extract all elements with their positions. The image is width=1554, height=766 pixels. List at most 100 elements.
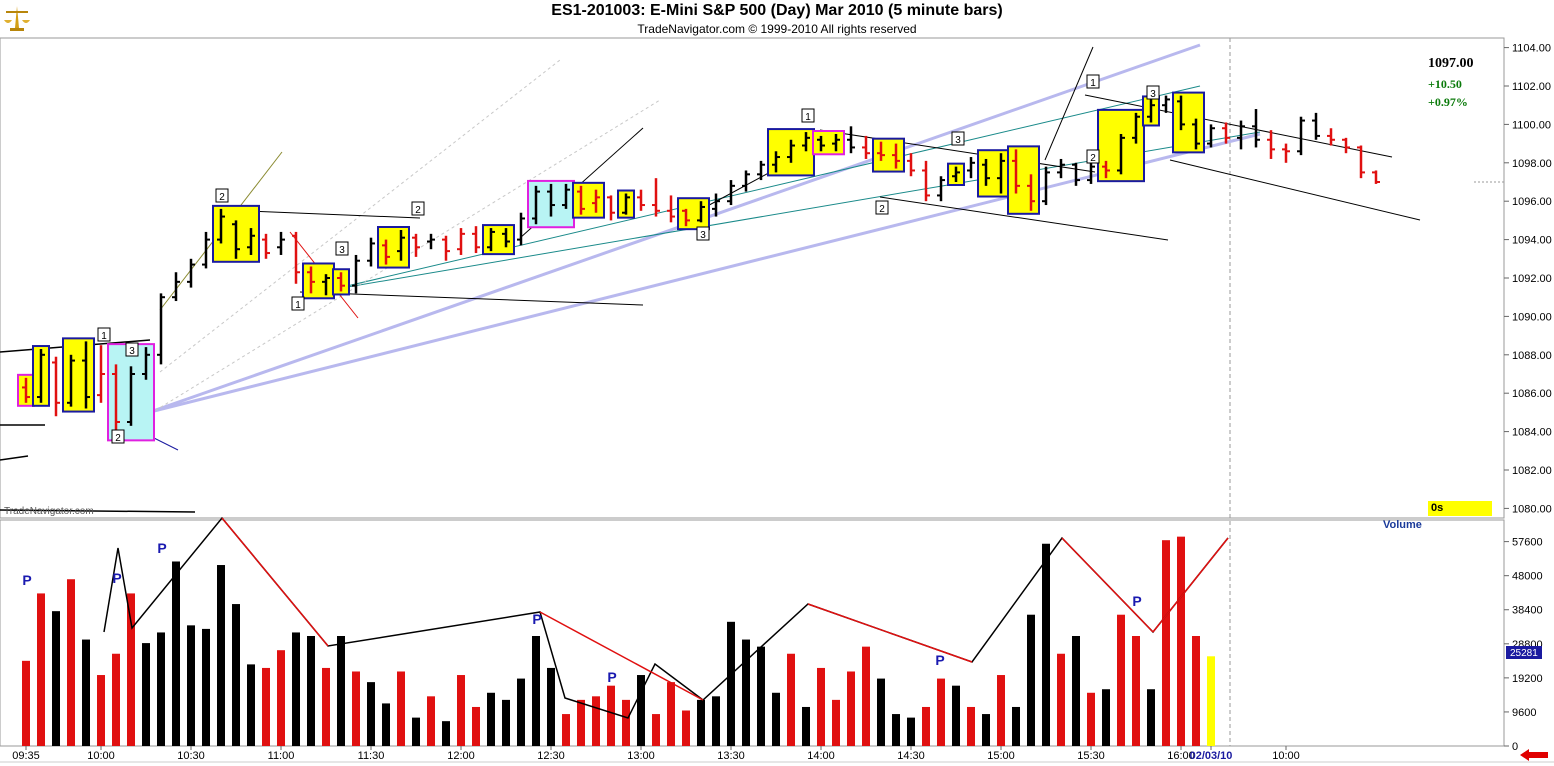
- scales-logo-icon[interactable]: [2, 2, 32, 32]
- price-tick-label: 1094.00: [1512, 235, 1552, 247]
- volume-bar: [217, 565, 225, 746]
- swing-label: 2: [415, 205, 421, 216]
- volume-panel: [0, 519, 1505, 747]
- volume-pivot-label: P: [157, 540, 166, 556]
- volume-current-label: 25281: [1510, 648, 1538, 659]
- price-tick-label: 1084.00: [1512, 427, 1552, 439]
- volume-bar: [1027, 614, 1035, 746]
- trend-channel-line: [329, 85, 1201, 291]
- volume-bar: [412, 717, 420, 746]
- volume-bar: [277, 650, 285, 746]
- time-tick-label: 02/03/10: [1190, 750, 1233, 762]
- pattern-highlight-box: [677, 197, 710, 231]
- volume-bar: [502, 699, 510, 746]
- swing-label: 2: [1090, 153, 1096, 164]
- trend-line: [1044, 46, 1094, 161]
- time-tick-label: 12:30: [537, 750, 565, 762]
- volume-swing-line: [221, 517, 329, 647]
- chart-title: ES1-201003: E-Mini S&P 500 (Day) Mar 201…: [551, 2, 1003, 19]
- price-tick-label: 1104.00: [1512, 43, 1551, 55]
- time-tick-label: 12:00: [447, 750, 475, 762]
- last-price: 1097.00: [1428, 56, 1474, 71]
- swing-label: 1: [101, 331, 107, 342]
- volume-bar: [682, 710, 690, 746]
- price-tick-label: 1092.00: [1512, 273, 1552, 285]
- swing-label-box: [291, 296, 305, 311]
- volume-bar: [172, 561, 180, 746]
- volume-bar: [1162, 540, 1170, 746]
- pattern-highlight-box: [377, 226, 410, 269]
- volume-tick-label: 38400: [1512, 605, 1543, 617]
- time-tick-label: 13:30: [717, 750, 745, 762]
- volume-bar: [1102, 689, 1110, 746]
- volume-bar: [817, 667, 825, 746]
- price-change: +10.50: [1428, 77, 1462, 91]
- swing-label-box: [1086, 74, 1100, 89]
- volume-pivot-label: P: [935, 652, 944, 668]
- time-tick-label: 10:00: [1272, 750, 1300, 762]
- volume-bar: [37, 593, 45, 746]
- volume-bar: [1057, 653, 1065, 746]
- time-tick-label: 16:00: [1167, 750, 1195, 762]
- volume-bar: [997, 675, 1005, 746]
- price-tick-label: 1096.00: [1512, 196, 1552, 208]
- volume-bar: [82, 639, 90, 746]
- volume-bar: [1042, 543, 1050, 746]
- swing-label: 3: [955, 135, 961, 146]
- volume-bar: [937, 678, 945, 746]
- volume-bar: [1012, 706, 1020, 746]
- watermark: TradeNavigator.com: [4, 506, 94, 517]
- volume-pivot-label: P: [22, 572, 31, 588]
- volume-bar: [712, 696, 720, 746]
- swing-label: 1: [1090, 78, 1096, 89]
- volume-swing-line: [807, 603, 973, 663]
- chart-subtitle: TradeNavigator.com © 1999-2010 All right…: [637, 22, 917, 36]
- time-tick-label: 10:00: [87, 750, 115, 762]
- volume-bar: [307, 636, 315, 746]
- swing-label-box: [111, 429, 125, 444]
- volume-bar: [787, 653, 795, 746]
- swing-label-box: [215, 188, 229, 203]
- volume-bar: [352, 671, 360, 746]
- swing-label: 3: [129, 346, 135, 357]
- time-tick-label: 11:00: [268, 750, 295, 762]
- price-tick-label: 1100.00: [1512, 119, 1551, 131]
- volume-bar: [442, 721, 450, 746]
- volume-bar: [802, 706, 810, 746]
- volume-bar: [1177, 536, 1185, 746]
- price-change-percent: +0.97%: [1428, 95, 1468, 109]
- pattern-highlight-box: [872, 137, 905, 173]
- swing-label-box: [125, 342, 139, 357]
- volume-bar: [907, 717, 915, 746]
- volume-bar: [52, 611, 60, 746]
- red-left-arrow-icon[interactable]: [1520, 748, 1548, 761]
- swing-label: 2: [879, 204, 885, 215]
- volume-bar: [757, 646, 765, 746]
- swing-label-box: [951, 131, 965, 146]
- volume-tick-label: 0: [1512, 741, 1518, 753]
- swing-label-box: [411, 201, 425, 216]
- volume-bar: [127, 593, 135, 746]
- volume-bar: [577, 699, 585, 746]
- volume-bar: [67, 579, 75, 746]
- pattern-highlight-box: [1007, 145, 1040, 215]
- time-tick-label: 09:35: [12, 750, 40, 762]
- volume-bar: [832, 699, 840, 746]
- volume-bar: [382, 703, 390, 746]
- price-tick-label: 1090.00: [1512, 311, 1552, 323]
- swing-label: 2: [219, 192, 225, 203]
- price-tick-label: 1086.00: [1512, 388, 1552, 400]
- swing-label-box: [801, 108, 815, 123]
- volume-bar: [427, 696, 435, 746]
- volume-bar: [487, 692, 495, 746]
- trend-line: [0, 455, 29, 461]
- volume-bar: [397, 671, 405, 746]
- volume-bar: [967, 706, 975, 746]
- volume-bar: [622, 699, 630, 746]
- volume-bar: [337, 636, 345, 746]
- volume-bar: [262, 667, 270, 746]
- pattern-highlight-box: [62, 337, 95, 413]
- volume-tick-label: 48000: [1512, 571, 1543, 583]
- volume-bar: [742, 639, 750, 746]
